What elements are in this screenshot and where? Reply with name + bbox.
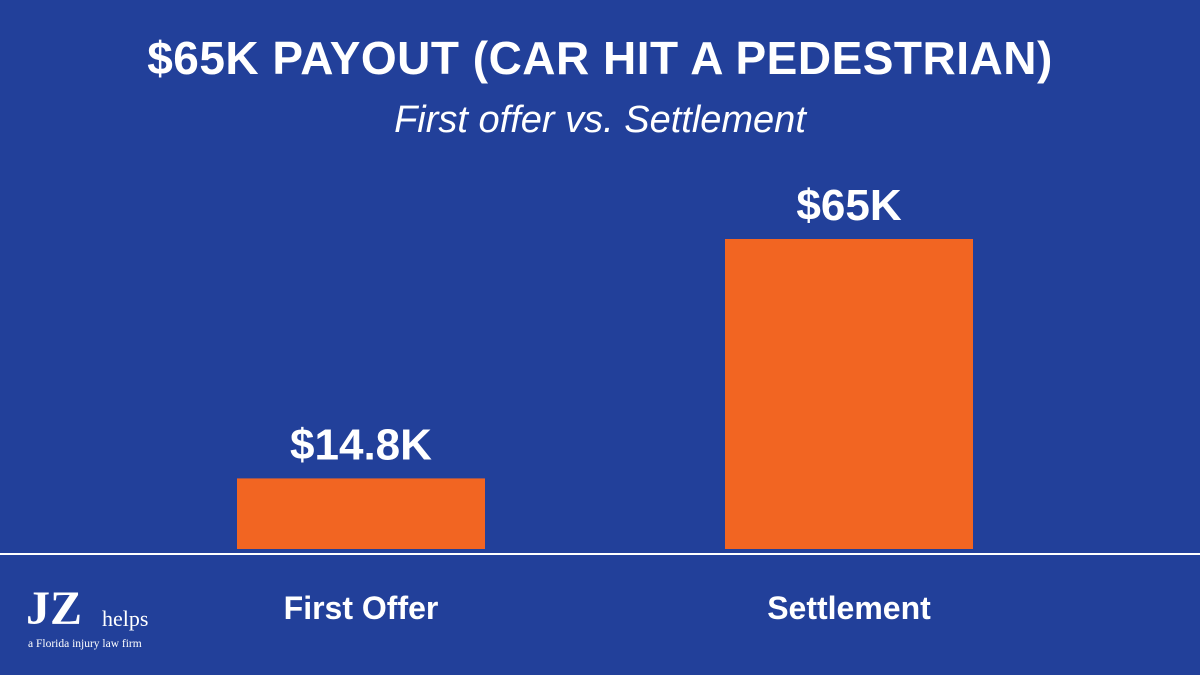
bar-first-offer <box>237 478 485 549</box>
x-tick-label: First Offer <box>284 590 439 626</box>
chart-title: $65K PAYOUT (CAR HIT A PEDESTRIAN) <box>147 32 1053 84</box>
logo-mark: JZ <box>26 582 83 635</box>
data-label: $65K <box>796 181 901 230</box>
logo-word: helps <box>102 606 149 631</box>
firm-logo: JZ helps a Florida injury law firm <box>26 584 176 664</box>
data-label: $14.8K <box>290 420 432 469</box>
x-tick-label: Settlement <box>767 590 931 626</box>
bar-settlement <box>725 239 973 549</box>
chart-subtitle: First offer vs. Settlement <box>394 99 806 141</box>
logo-tagline: a Florida injury law firm <box>28 638 142 650</box>
